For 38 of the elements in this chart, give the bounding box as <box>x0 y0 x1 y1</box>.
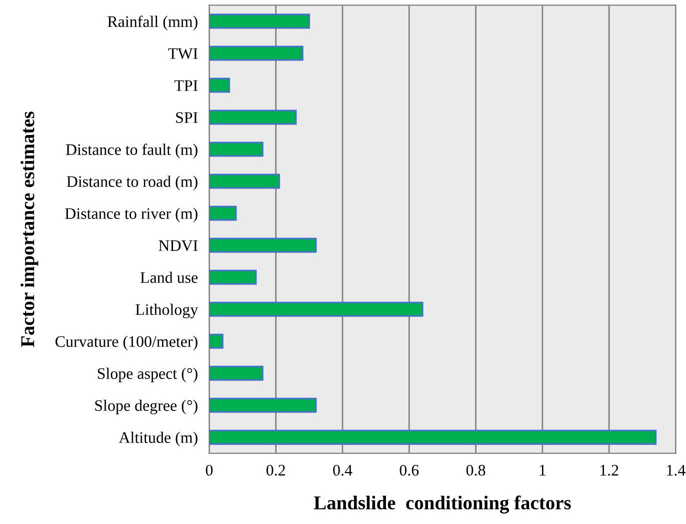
bar <box>209 174 280 189</box>
y-tick-label: SPI <box>176 112 198 123</box>
x-tick-label: 1 <box>540 464 546 476</box>
bar <box>209 334 224 349</box>
bar <box>209 430 657 445</box>
bar <box>209 142 264 157</box>
y-tick-label: Rainfall (mm) <box>108 16 198 30</box>
y-tick-label: Distance to road (m) <box>66 176 198 190</box>
bar <box>209 270 257 285</box>
y-tick-label: Land use <box>140 272 198 283</box>
y-tick-label: Slope aspect (°) <box>98 368 198 382</box>
x-tick-label: 1.4 <box>667 464 686 476</box>
bar <box>209 398 317 413</box>
y-axis-title: Factor importance estimates <box>20 112 38 347</box>
bar <box>209 78 230 93</box>
bar <box>209 14 310 29</box>
y-tick-label: TWI <box>168 48 198 60</box>
bar <box>209 206 237 221</box>
y-tick-label: TPI <box>174 80 198 91</box>
bar <box>209 46 304 61</box>
x-tick-label: 0 <box>206 464 213 476</box>
x-tick-label: 0.2 <box>266 464 285 476</box>
y-tick-label: Lithology <box>136 304 198 318</box>
x-tick-label: 1.2 <box>600 464 618 476</box>
y-tick-label: Slope degree (°) <box>95 400 198 414</box>
y-tick-label: Distance to river (m) <box>65 208 198 222</box>
x-tick-label: 0.6 <box>400 464 419 476</box>
x-axis-title: Landslide conditioning factors <box>314 496 571 514</box>
y-tick-label: Curvature (100/meter) <box>56 336 198 350</box>
bar <box>209 110 297 125</box>
bar <box>209 238 317 253</box>
x-tick-label: 0.4 <box>333 464 352 476</box>
bar <box>209 366 264 381</box>
y-tick-label: Distance to fault (m) <box>66 144 198 158</box>
y-tick-label: NDVI <box>158 240 198 252</box>
bar <box>209 302 424 317</box>
x-tick-label: 0.8 <box>466 464 486 476</box>
y-tick-label: Altitude (m) <box>118 432 198 446</box>
